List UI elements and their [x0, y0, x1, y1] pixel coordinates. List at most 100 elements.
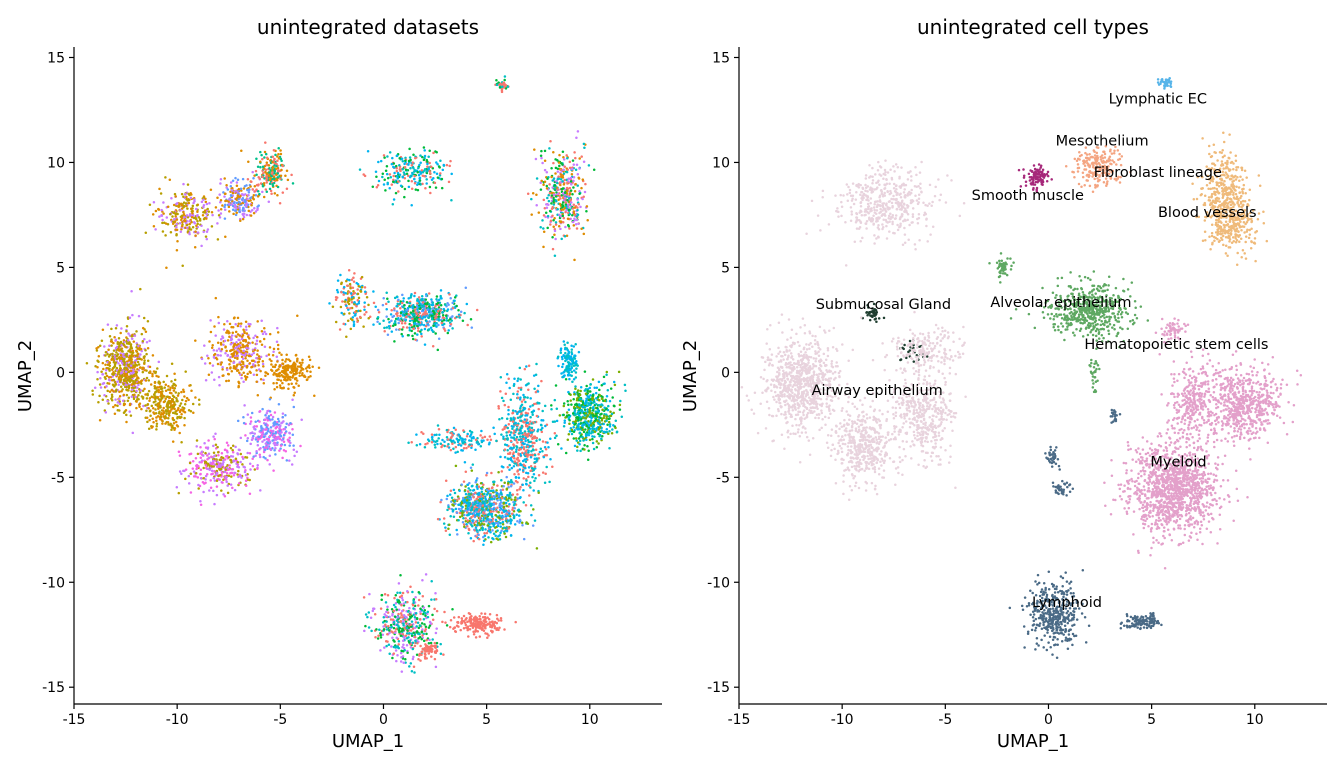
- cell-point: [252, 336, 255, 340]
- cell-point: [271, 418, 274, 421]
- cell-point: [280, 370, 284, 373]
- cell-point: [254, 454, 257, 458]
- cell-point: [546, 441, 549, 444]
- cell-point: [553, 431, 557, 435]
- cell-point: [393, 296, 397, 300]
- cell-point: [472, 539, 475, 543]
- cell-point: [512, 443, 515, 446]
- cell-point: [137, 314, 141, 318]
- cell-point: [445, 163, 449, 167]
- cell-point: [148, 365, 152, 369]
- cell-point: [551, 214, 554, 218]
- cell-point: [396, 314, 399, 318]
- cell-point: [197, 487, 200, 490]
- cell-point: [241, 361, 245, 364]
- cell-point: [231, 486, 234, 490]
- cell-point: [131, 349, 134, 353]
- cell-point: [441, 311, 444, 314]
- cell-point: [276, 159, 279, 163]
- cell-point: [229, 349, 233, 352]
- cell-point: [347, 268, 351, 272]
- cell-point: [387, 324, 391, 328]
- cell-point: [464, 485, 467, 488]
- cell-point: [183, 395, 186, 398]
- cell-point: [213, 352, 217, 356]
- cell-point: [436, 162, 439, 166]
- cell-point: [536, 457, 539, 460]
- cell-point: [207, 439, 210, 442]
- cell-point: [100, 339, 104, 342]
- cell-point: [299, 369, 303, 372]
- cell-point: [410, 174, 413, 178]
- cell-point: [243, 466, 247, 469]
- cell-point: [520, 438, 523, 441]
- cell-point: [413, 322, 417, 325]
- cell-point: [353, 272, 356, 275]
- cell-point: [207, 373, 211, 377]
- cell-point: [512, 482, 516, 485]
- cell-point: [245, 202, 248, 206]
- cell-point: [471, 484, 474, 488]
- cell-point: [175, 228, 179, 232]
- cell-point: [363, 305, 366, 309]
- cell-point: [519, 447, 522, 451]
- cell-point: [189, 472, 193, 476]
- cell-point: [169, 410, 172, 413]
- cell-point: [395, 167, 398, 170]
- cell-point: [107, 382, 111, 385]
- cell-point: [194, 471, 198, 475]
- cell-point: [317, 366, 321, 369]
- cell-point: [348, 312, 351, 315]
- cell-point: [295, 367, 299, 371]
- cell-point: [130, 337, 134, 340]
- cell-point: [417, 166, 420, 170]
- cell-point: [386, 182, 389, 186]
- cell-point: [178, 454, 182, 457]
- cell-point: [389, 313, 393, 316]
- cell-point: [139, 389, 143, 392]
- cell-point: [162, 406, 165, 410]
- cell-point: [410, 329, 413, 333]
- cell-point: [288, 436, 291, 439]
- cell-point: [444, 526, 447, 529]
- cell-point: [210, 346, 214, 350]
- cell-point: [550, 194, 554, 197]
- cell-point: [112, 405, 115, 409]
- cell-point: [151, 417, 154, 421]
- cell-point: [104, 372, 108, 375]
- cell-point: [101, 361, 105, 365]
- cell-point: [130, 383, 133, 386]
- cell-point: [276, 176, 279, 179]
- cell-point: [276, 166, 280, 170]
- cell-point: [263, 438, 266, 442]
- cell-point: [537, 428, 540, 431]
- cell-point: [263, 448, 267, 452]
- cell-point: [166, 420, 170, 424]
- cell-point: [268, 182, 272, 185]
- cell-point: [409, 296, 412, 299]
- cell-point: [114, 373, 118, 377]
- cell-point: [256, 184, 260, 187]
- cell-point: [192, 470, 196, 473]
- cell-point: [114, 398, 117, 401]
- cell-point: [529, 455, 533, 459]
- cell-point: [464, 286, 468, 290]
- cell-point: [256, 320, 259, 323]
- cell-point: [541, 440, 545, 443]
- cell-point: [430, 318, 434, 321]
- cell-point: [182, 215, 186, 219]
- cell-point: [463, 488, 467, 492]
- cell-point: [120, 327, 123, 330]
- cell-point: [106, 352, 109, 356]
- cell-point: [328, 302, 331, 305]
- cell-point: [290, 364, 294, 368]
- cell-point: [196, 210, 199, 214]
- cell-point: [363, 313, 366, 316]
- cell-point: [188, 214, 192, 218]
- cell-point: [290, 382, 293, 386]
- cell-point: [453, 296, 457, 299]
- cell-point: [108, 353, 112, 357]
- cell-point: [226, 463, 229, 467]
- cell-point: [529, 416, 532, 419]
- cell-point: [518, 432, 521, 435]
